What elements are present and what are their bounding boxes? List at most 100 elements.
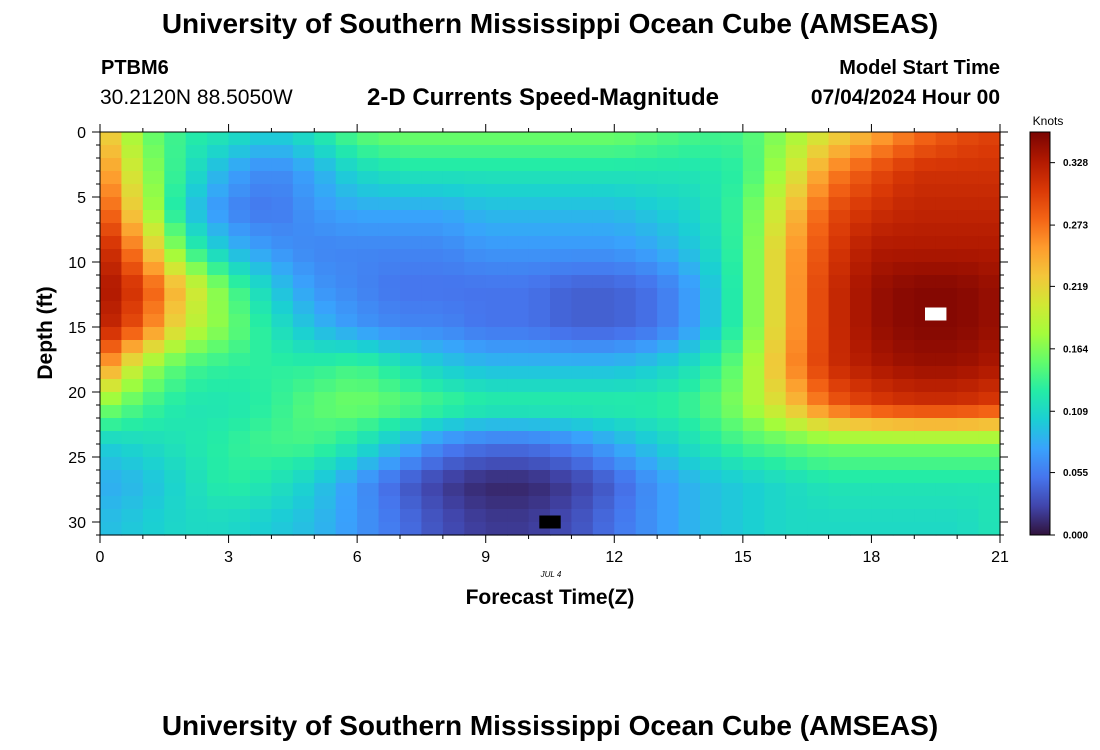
heatmap-cell [164, 223, 187, 237]
heatmap-cell [914, 353, 937, 367]
heatmap-cell [121, 145, 144, 159]
heatmap-cell [742, 223, 765, 237]
heatmap-cell [892, 379, 915, 393]
heatmap-cell [871, 223, 894, 237]
station-id: PTBM6 [101, 57, 169, 79]
heatmap-cell [978, 249, 1001, 263]
heatmap-cell [442, 288, 465, 302]
heatmap-cell [764, 145, 787, 159]
heatmap-cell [464, 236, 487, 250]
heatmap-cell [378, 314, 401, 328]
heatmap-cell [978, 522, 1001, 536]
heatmap-cell [571, 275, 594, 289]
heatmap-cell [164, 496, 187, 510]
heatmap-cell [421, 223, 444, 237]
heatmap-cell [764, 223, 787, 237]
heatmap-cell [678, 353, 701, 367]
heatmap-cell [678, 431, 701, 445]
heatmap-cell [957, 379, 980, 393]
heatmap-cell [357, 457, 380, 471]
heatmap-cell [335, 314, 358, 328]
heatmap-cell [721, 301, 744, 315]
heatmap-cell [121, 210, 144, 224]
heatmap-cell [828, 210, 851, 224]
heatmap-cell [550, 392, 573, 406]
heatmap-cell [700, 392, 723, 406]
heatmap-cell [507, 314, 530, 328]
heatmap-cell [678, 418, 701, 432]
heatmap-cell [507, 288, 530, 302]
heatmap-cell [464, 496, 487, 510]
heatmap-cell [764, 249, 787, 263]
heatmap-cell [314, 457, 337, 471]
heatmap-cell [871, 171, 894, 185]
heatmap-cell [442, 275, 465, 289]
heatmap-cell [400, 236, 423, 250]
heatmap-cell [400, 405, 423, 419]
heatmap-cell [892, 236, 915, 250]
heatmap-cell [678, 340, 701, 354]
heatmap-cell [164, 210, 187, 224]
heatmap-cell [421, 418, 444, 432]
heatmap-cell [528, 158, 551, 172]
heatmap-cell [357, 158, 380, 172]
heatmap-cell [807, 158, 830, 172]
heatmap-cell [228, 145, 251, 159]
heatmap-cell [528, 353, 551, 367]
heatmap-cell [442, 444, 465, 458]
heatmap-cell [571, 262, 594, 276]
heatmap-cell [485, 340, 508, 354]
heatmap-cell [100, 184, 123, 198]
heatmap-cell [335, 301, 358, 315]
heatmap-cell [100, 418, 123, 432]
heatmap-cell [657, 145, 680, 159]
heatmap-cell [550, 366, 573, 380]
heatmap-cell [571, 392, 594, 406]
heatmap-cell [378, 431, 401, 445]
heatmap-cell [700, 262, 723, 276]
heatmap-cell [764, 327, 787, 341]
heatmap-cell [357, 314, 380, 328]
heatmap-cell [292, 249, 315, 263]
heatmap-cell [100, 444, 123, 458]
heatmap-cell [207, 171, 230, 185]
heatmap-cell [507, 171, 530, 185]
heatmap-cell [164, 470, 187, 484]
heatmap-cell [271, 197, 294, 211]
heatmap-cell [314, 340, 337, 354]
heatmap-cell [528, 340, 551, 354]
heatmap-cell [421, 301, 444, 315]
heatmap-cell [250, 314, 273, 328]
heatmap-cell [828, 158, 851, 172]
heatmap-cell [635, 236, 658, 250]
heatmap-cell [485, 132, 508, 146]
heatmap-cell [335, 236, 358, 250]
x-tick-label: 0 [96, 549, 105, 566]
heatmap-cell [871, 470, 894, 484]
heatmap-cell [464, 353, 487, 367]
heatmap-cell [142, 314, 165, 328]
missing-data-cells [539, 307, 947, 529]
heatmap-cell [507, 223, 530, 237]
heatmap-cell [571, 418, 594, 432]
heatmap-cell [550, 210, 573, 224]
heatmap-cell [892, 509, 915, 523]
heatmap-cell [742, 275, 765, 289]
colorbar [1029, 131, 1051, 536]
heatmap-cell [700, 496, 723, 510]
heatmap-cell [314, 275, 337, 289]
heatmap-cell [464, 145, 487, 159]
heatmap-cell [978, 197, 1001, 211]
heatmap-cell [335, 405, 358, 419]
heatmap-cell [742, 197, 765, 211]
heatmap-cell [271, 210, 294, 224]
heatmap-cell [657, 509, 680, 523]
heatmap-cell [207, 210, 230, 224]
heatmap-cell [464, 210, 487, 224]
heatmap-cell [442, 327, 465, 341]
heatmap-cell [378, 457, 401, 471]
heatmap-cell [207, 288, 230, 302]
heatmap-cell [571, 184, 594, 198]
heatmap-cell [785, 496, 808, 510]
heatmap-cell [292, 132, 315, 146]
